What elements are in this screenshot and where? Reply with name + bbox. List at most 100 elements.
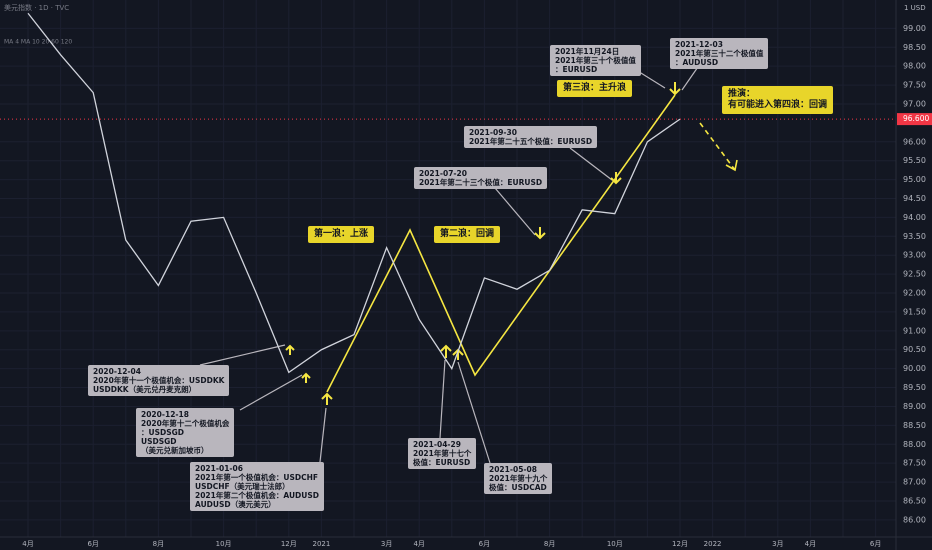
arrow bbox=[610, 172, 622, 185]
annotation-line: 2021年第三十个极值值 bbox=[555, 56, 636, 65]
annotation-line: 极值：USDCAD bbox=[489, 483, 547, 492]
annotation: 2021-12-03 2021年第三十二个极值值 ：AUDUSD bbox=[670, 38, 769, 69]
wave-path bbox=[326, 94, 676, 393]
price-line bbox=[27, 12, 681, 374]
annotation: 2021-07-20 2021年第二十三个极值：EURUSD bbox=[414, 167, 548, 189]
annotation-line: 2021年第十九个 bbox=[489, 474, 548, 483]
x-tick-label: 4月 bbox=[805, 540, 816, 548]
annotation-line: 2021年第二十五个极值：EURUSD bbox=[469, 137, 593, 146]
y-tick-label: 86.00 bbox=[903, 515, 926, 524]
y-tick-label: 88.00 bbox=[903, 440, 926, 449]
annotation: 2021-04-29 2021年第十七个 极值：EURUSD bbox=[408, 438, 477, 469]
annotation: 2020-12-18 2020年第十二个极值机会 ：USDSGD USDSGD （美元兑… bbox=[136, 408, 235, 457]
annotation: 第三浪：主升浪 bbox=[557, 80, 633, 97]
annotation-line: ：AUDUSD bbox=[675, 58, 719, 67]
y-tick-label: 95.00 bbox=[903, 175, 926, 184]
x-tick-label: 10月 bbox=[216, 540, 232, 548]
connectors bbox=[199, 59, 701, 481]
annotation-line: 2021-12-03 bbox=[675, 40, 723, 49]
y-tick-label: 92.00 bbox=[903, 289, 926, 298]
x-tick-label: 4月 bbox=[413, 540, 424, 548]
y-tick-label: 95.50 bbox=[903, 156, 926, 165]
last-price-label: 96.600 bbox=[903, 114, 929, 123]
annotation: 2021-01-06 2021年第一个极值机会：USDCHF USDCHF（美元瑞士… bbox=[190, 462, 324, 511]
y-tick-label: 97.50 bbox=[903, 81, 926, 90]
y-tick-label: 87.50 bbox=[903, 459, 926, 468]
annotation-line: 2020年第十二个极值机会 bbox=[141, 419, 230, 428]
y-tick-label: 88.50 bbox=[903, 421, 926, 430]
arrow bbox=[285, 344, 295, 355]
symbol: 美元指数 · 1D · TVC bbox=[4, 3, 69, 12]
y-tick-label: 90.50 bbox=[903, 345, 926, 354]
annotation: 第一浪：上涨 bbox=[308, 226, 375, 243]
annotation-line: 第二浪：回调 bbox=[440, 229, 495, 239]
y-tick-label: 96.00 bbox=[903, 137, 926, 146]
annotation-line: 2021年第十七个 bbox=[413, 449, 472, 458]
x-tick-label: 6月 bbox=[479, 540, 490, 548]
annotation: 2021-05-08 2021年第十九个 极值：USDCAD bbox=[484, 463, 553, 494]
annotation-line: 2021年11月24日 bbox=[555, 47, 620, 56]
annotation: 2021年11月24日 2021年第三十个极值值 ：EURUSD bbox=[550, 45, 641, 76]
x-tick-label: 10月 bbox=[607, 540, 623, 548]
arrow bbox=[440, 344, 452, 358]
currency: 1 USD bbox=[904, 4, 926, 12]
y-tick-label: 86.50 bbox=[903, 496, 926, 505]
connector bbox=[199, 344, 286, 366]
last-price-box bbox=[897, 113, 932, 126]
y-tick-label: 92.50 bbox=[903, 270, 926, 279]
wave-lines bbox=[326, 94, 738, 393]
x-tick-label: 12月 bbox=[281, 540, 297, 548]
annotation-line: 2021年第二个极值机会：AUDUSD bbox=[195, 491, 319, 500]
annotation-line: 2021-09-30 bbox=[469, 128, 517, 137]
annotation-line: （美元兑新加坡币） bbox=[141, 446, 209, 455]
annotation-line: 2021年第三十二个极值值 bbox=[675, 49, 764, 58]
annotation-line: 有可能进入第四浪：回调 bbox=[728, 100, 828, 110]
annotation: 2021-09-30 2021年第二十五个极值：EURUSD bbox=[464, 126, 598, 148]
annotation-line: USDSGD bbox=[141, 437, 177, 446]
y-tick-label: 89.50 bbox=[903, 383, 926, 392]
annotation-line: AUDUSD（澳元美元） bbox=[195, 500, 276, 509]
x-tick-label: 2021 bbox=[312, 540, 330, 548]
annotation-line: 2021-05-08 bbox=[489, 465, 537, 474]
y-tick-label: 87.00 bbox=[903, 478, 926, 487]
x-tick-label: 12月 bbox=[672, 540, 688, 548]
annotation-line: 2020年第十一个极值机会：USDDKK bbox=[93, 376, 225, 385]
x-tick-label: 6月 bbox=[87, 540, 98, 548]
annotation-line: 第一浪：上涨 bbox=[314, 229, 369, 239]
annotation-line: 2021-01-06 bbox=[195, 464, 243, 473]
y-tick-label: 89.00 bbox=[903, 402, 926, 411]
arrow bbox=[321, 392, 333, 405]
annotation: 推演： 有可能进入第四浪：回调 bbox=[722, 86, 834, 114]
annotation: 2020-12-04 2020年第十一个极值机会：USDDKK USDDKK（美元兑… bbox=[88, 365, 230, 396]
y-tick-label: 91.00 bbox=[903, 326, 926, 335]
connector bbox=[439, 359, 446, 439]
arrow bbox=[534, 227, 546, 240]
y-tick-label: 98.00 bbox=[903, 62, 926, 71]
annotation-line: 2021-07-20 bbox=[419, 169, 467, 178]
y-tick-label: 94.00 bbox=[903, 213, 926, 222]
x-tick-label: 2022 bbox=[704, 540, 722, 548]
annotation-line: 2021年第二十三个极值：EURUSD bbox=[419, 178, 543, 187]
x-tick-label: 3月 bbox=[772, 540, 783, 548]
annotation-line: ：EURUSD bbox=[555, 65, 598, 74]
wave-forecast bbox=[699, 122, 736, 171]
y-tick-label: 94.50 bbox=[903, 194, 926, 203]
annotation-line: 2021-04-29 bbox=[413, 440, 461, 449]
y-tick-label: 91.50 bbox=[903, 307, 926, 316]
connector bbox=[494, 187, 536, 236]
connector bbox=[457, 361, 491, 464]
x-tick-label: 6月 bbox=[870, 540, 881, 548]
y-tick-label: 93.50 bbox=[903, 232, 926, 241]
y-tick-label: 99.00 bbox=[903, 24, 926, 33]
annotation-line: 2021年第一个极值机会：USDCHF bbox=[195, 473, 318, 482]
annotation-line: 推演： bbox=[728, 89, 756, 99]
annotation: 第二浪：回调 bbox=[434, 226, 501, 243]
connector bbox=[239, 374, 303, 411]
y-tick-label: 97.00 bbox=[903, 99, 926, 108]
arrow bbox=[669, 82, 681, 96]
y-tick-label: 90.00 bbox=[903, 364, 926, 373]
annotation-line: USDCHF（美元瑞士法郎） bbox=[195, 482, 290, 491]
forecast-head bbox=[725, 159, 738, 172]
annotation-line: USDDKK（美元兑丹麦克朗） bbox=[93, 385, 197, 394]
